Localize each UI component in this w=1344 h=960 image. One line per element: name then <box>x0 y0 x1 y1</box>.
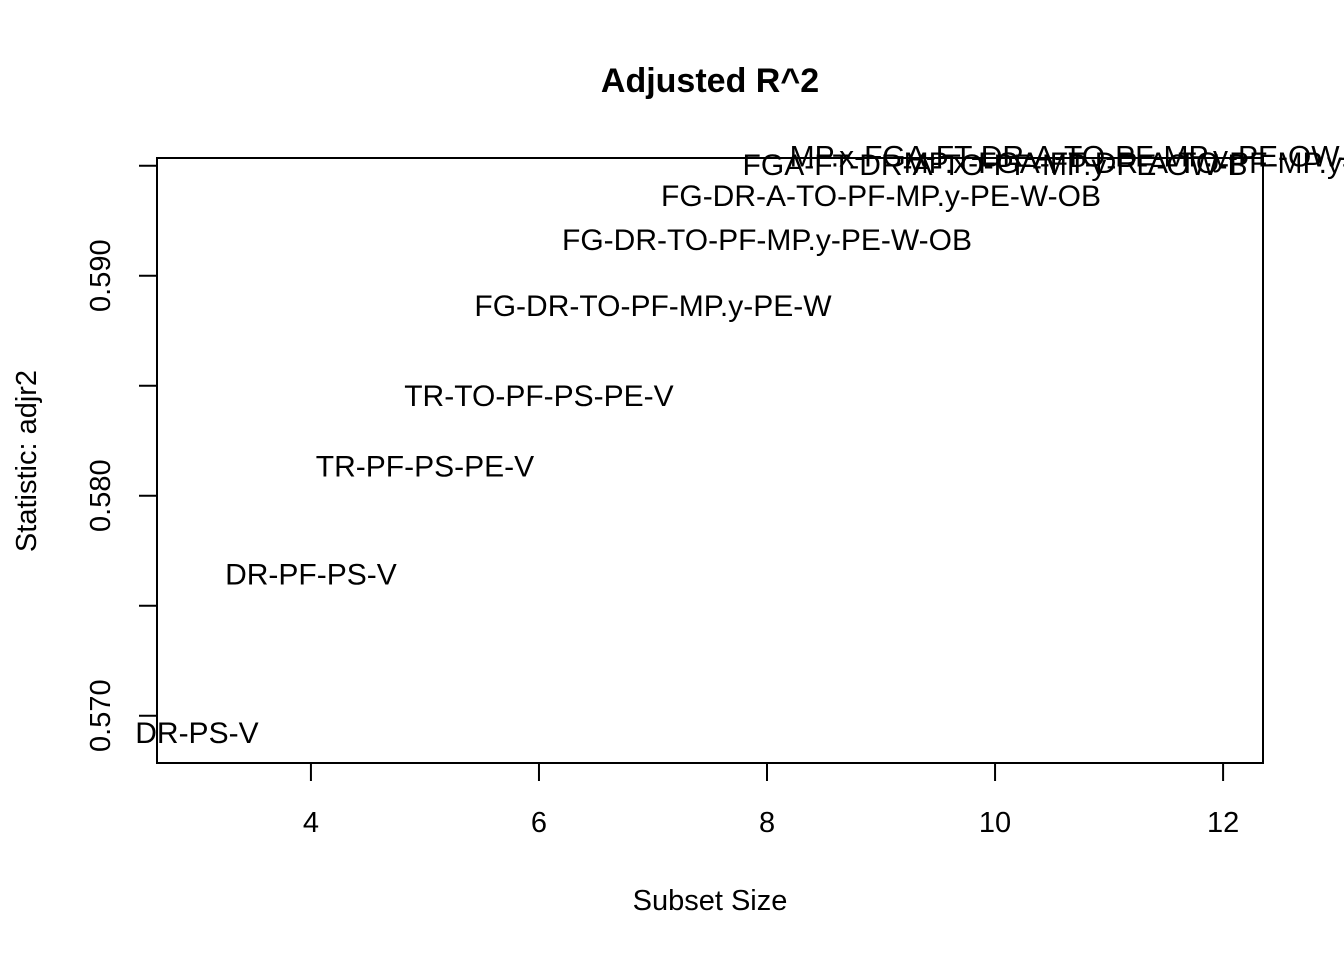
point-label: FG-DR-TO-PF-MP.y-PE-W-OB <box>562 224 972 257</box>
y-tick-label: 0.570 <box>85 679 117 752</box>
point-label: MP.x-FGA-FT-DR-A-TO-PF-MP.y-PE-OW-DW-B <box>904 147 1344 180</box>
point-label: TR-TO-PF-PS-PE-V <box>404 380 673 413</box>
x-tick-label: 4 <box>303 807 319 839</box>
point-label: FG-DR-A-TO-PF-MP.y-PE-W-OB <box>661 180 1101 213</box>
y-tick-label: 0.590 <box>85 239 117 312</box>
point-label: FGA-FT-DR-A-TO-PF-MP.y-PE-OW-B <box>743 149 1248 182</box>
point-labels: DR-PS-V DR-PF-PS-V TR-PF-PS-PE-V TR-TO-PF-P… <box>135 140 1344 749</box>
y-axis: 0.570 0.580 0.590 <box>85 164 157 752</box>
point-label: DR-PS-V <box>135 717 258 750</box>
point-label: DR-PF-PS-V <box>225 558 397 591</box>
point-label: TR-PF-PS-PE-V <box>316 451 534 484</box>
x-tick-label: 10 <box>979 807 1011 839</box>
x-tick-label: 6 <box>531 807 547 839</box>
point-label: MP.x-FGA-FT-DR-A-TO-PF-MP.y-PE-OW-DW-B <box>790 140 1344 173</box>
x-axis-title: Subset Size <box>633 885 788 917</box>
y-axis-title: Statistic: adjr2 <box>11 370 43 552</box>
y-tick-label: 0.580 <box>85 459 117 532</box>
x-tick-label: 12 <box>1207 807 1239 839</box>
point-label: FG-DR-TO-PF-MP.y-PE-W <box>474 290 832 323</box>
x-axis: 4 6 8 10 12 <box>303 763 1239 839</box>
chart-title: Adjusted R^2 <box>601 62 819 100</box>
plot-frame <box>156 157 1264 764</box>
x-tick-label: 8 <box>759 807 775 839</box>
